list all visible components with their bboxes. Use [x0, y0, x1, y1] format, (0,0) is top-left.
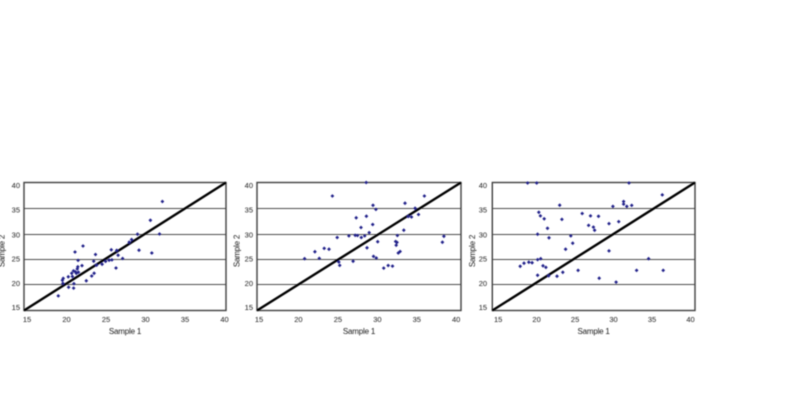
- svg-text:30: 30: [12, 230, 20, 239]
- svg-text:30: 30: [609, 315, 617, 324]
- svg-text:35: 35: [245, 206, 253, 215]
- svg-text:30: 30: [141, 315, 149, 324]
- svg-text:15: 15: [23, 315, 31, 324]
- svg-text:Sample 2: Sample 2: [232, 234, 241, 267]
- svg-text:35: 35: [479, 206, 487, 215]
- svg-text:20: 20: [532, 315, 540, 324]
- svg-text:40: 40: [479, 181, 487, 190]
- svg-text:15: 15: [12, 303, 20, 312]
- svg-text:15: 15: [479, 303, 487, 312]
- svg-text:30: 30: [245, 230, 253, 239]
- svg-text:25: 25: [479, 255, 487, 264]
- svg-text:15: 15: [255, 315, 263, 324]
- svg-text:40: 40: [245, 181, 253, 190]
- svg-text:25: 25: [102, 315, 110, 324]
- svg-text:20: 20: [245, 279, 253, 288]
- svg-text:25: 25: [12, 255, 20, 264]
- svg-text:25: 25: [571, 315, 579, 324]
- svg-text:40: 40: [12, 181, 20, 190]
- svg-text:20: 20: [62, 315, 70, 324]
- svg-text:20: 20: [12, 279, 20, 288]
- svg-text:Sample 2: Sample 2: [0, 234, 7, 267]
- svg-text:15: 15: [494, 315, 502, 324]
- svg-text:20: 20: [294, 315, 302, 324]
- svg-text:Sample 2: Sample 2: [468, 234, 477, 267]
- svg-text:40: 40: [220, 315, 228, 324]
- svg-text:35: 35: [413, 315, 421, 324]
- svg-text:Sample 1: Sample 1: [577, 327, 610, 336]
- svg-text:25: 25: [245, 255, 253, 264]
- svg-text:25: 25: [334, 315, 342, 324]
- svg-text:35: 35: [181, 315, 189, 324]
- svg-text:40: 40: [686, 315, 694, 324]
- svg-text:20: 20: [479, 279, 487, 288]
- svg-text:40: 40: [452, 315, 460, 324]
- svg-text:Sample 1: Sample 1: [109, 327, 142, 336]
- svg-text:Sample 1: Sample 1: [343, 327, 376, 336]
- svg-text:35: 35: [12, 206, 20, 215]
- svg-text:30: 30: [479, 230, 487, 239]
- svg-text:30: 30: [373, 315, 381, 324]
- svg-text:15: 15: [245, 303, 253, 312]
- svg-text:35: 35: [648, 315, 656, 324]
